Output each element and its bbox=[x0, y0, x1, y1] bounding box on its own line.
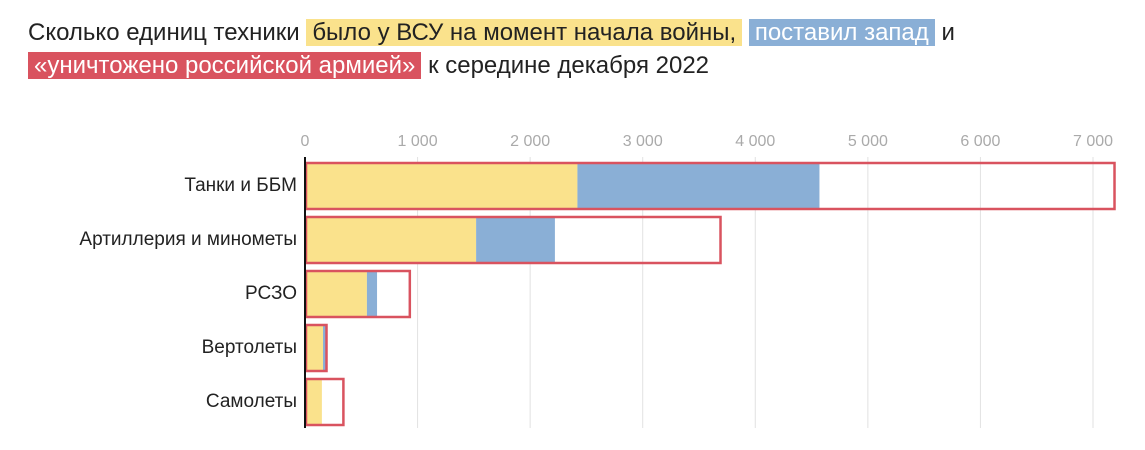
legend-entry: было у ВСУ на момент начала войны, bbox=[306, 19, 743, 46]
y-tick-label: РСЗО bbox=[245, 283, 297, 304]
legend-entry: поставил запад bbox=[748, 19, 935, 46]
chart-title: Сколько единиц техники было у ВСУ на мом… bbox=[28, 16, 955, 82]
bar-segment bbox=[305, 324, 324, 372]
legend-entry: «уничтожено российской армией» bbox=[28, 52, 422, 79]
title-text: к середине декабря 2022 bbox=[428, 52, 710, 79]
y-tick-label: Танки и ББМ bbox=[184, 175, 297, 196]
bar-segment bbox=[305, 162, 578, 210]
bar-segment bbox=[323, 324, 327, 372]
bar-segment bbox=[305, 216, 477, 264]
bar-segment bbox=[305, 270, 367, 318]
y-tick-label: Самолеты bbox=[206, 391, 297, 412]
x-tick-label: 6 000 bbox=[960, 133, 1000, 150]
y-tick-label: Вертолеты bbox=[202, 337, 297, 358]
x-tick-label: 5 000 bbox=[848, 133, 888, 150]
x-tick-label: 2 000 bbox=[510, 133, 550, 150]
bar-segment bbox=[476, 216, 555, 264]
x-tick-label: 0 bbox=[301, 133, 310, 150]
bar-segment bbox=[305, 378, 322, 426]
title-text: и bbox=[941, 19, 955, 46]
x-tick-label: 4 000 bbox=[735, 133, 775, 150]
title-text: Сколько единиц техники bbox=[28, 19, 300, 46]
bar-segment bbox=[577, 162, 820, 210]
x-tick-label: 1 000 bbox=[398, 133, 438, 150]
y-tick-label: Артиллерия и минометы bbox=[79, 229, 297, 250]
x-tick-label: 7 000 bbox=[1073, 133, 1113, 150]
bar-segment bbox=[366, 270, 378, 318]
x-tick-label: 3 000 bbox=[623, 133, 663, 150]
